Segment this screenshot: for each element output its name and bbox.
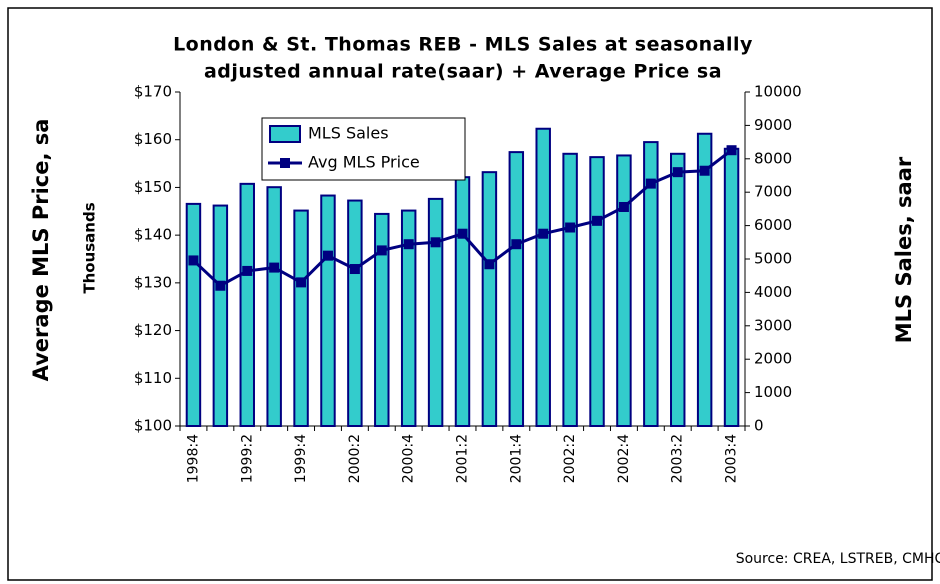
line-marker [538,228,549,239]
bar [347,199,363,427]
line-marker [457,228,468,239]
y-tick-label: $110 [134,369,172,387]
line-marker [645,178,656,189]
legend-swatch [269,125,301,143]
line-marker [376,245,387,256]
line-marker [565,222,576,233]
y-tick-label: $140 [134,226,172,244]
x-tick-label: 1998:4 [185,434,201,483]
line-marker [618,201,629,212]
bar [374,212,390,427]
legend-label: MLS Sales [308,124,389,143]
x-tick-label: 2000:4 [401,434,417,483]
y2-tick-label: 8000 [754,149,792,167]
x-tick-label: 2000:2 [347,434,363,483]
x-tick-label: 2003:4 [724,434,740,483]
bar [293,209,309,427]
line-marker [188,255,199,266]
line-marker [672,167,683,178]
bar [643,141,659,427]
line-marker [242,265,253,276]
bar [723,147,740,427]
source-note: Source: CREA, LSTREB, CMHC [736,551,940,567]
bar [562,152,578,427]
bar [696,132,713,427]
line-marker [592,215,603,226]
bar [589,156,605,427]
bar [212,204,229,427]
y-tick-label: $100 [134,417,172,435]
x-tick-label: 1999:2 [239,434,255,483]
bar [239,182,255,427]
line-marker [430,237,441,248]
x-tick-label: 1999:4 [293,434,309,483]
chart-title: adjusted annual rate(saar) + Average Pri… [204,61,722,83]
line-marker [296,277,307,288]
bar [454,176,471,427]
line-marker [699,165,710,176]
y2-tick-label: 4000 [754,283,792,301]
y-tick-label: $130 [134,273,172,291]
y2-axis-label: MLS Sales, saar [892,156,916,343]
x-tick-label: 2003:2 [670,434,686,483]
line-marker [269,262,280,273]
y-unit-label: Thousands [81,202,99,293]
y2-tick-label: 0 [754,417,764,435]
legend-swatch [280,158,290,168]
line-marker [322,250,333,261]
y-tick-label: $170 [134,83,172,101]
bar [670,152,686,427]
x-tick-label: 2002:2 [562,434,578,483]
bar [400,209,417,427]
y2-tick-label: 6000 [754,216,792,234]
y-axis-label: Average MLS Price, sa [29,119,53,382]
line-marker [726,145,737,156]
y2-tick-label: 9000 [754,116,792,134]
y-tick-label: $120 [134,321,172,339]
bar [266,186,282,427]
y-tick-label: $160 [134,130,172,148]
bar [481,171,498,427]
bar [185,202,202,427]
bar [427,197,444,427]
y2-tick-label: 5000 [754,250,792,268]
line-marker [215,280,226,291]
y2-tick-label: 3000 [754,316,792,334]
line-marker [511,239,522,250]
y2-tick-label: 2000 [754,350,792,368]
y-tick-label: $150 [134,178,172,196]
bar [535,127,551,428]
bar [616,154,632,428]
line-marker [403,239,414,250]
y2-tick-label: 1000 [754,383,792,401]
y2-tick-label: 10000 [754,83,802,101]
line-marker [484,259,495,270]
x-tick-label: 2002:4 [616,434,632,483]
bar [508,151,525,427]
line-marker [349,264,360,275]
x-tick-label: 2001:2 [455,434,471,483]
legend-label: Avg MLS Price [308,153,420,172]
chart-title: London & St. Thomas REB - MLS Sales at s… [173,34,753,56]
y2-tick-label: 7000 [754,183,792,201]
bar [320,194,336,427]
x-tick-label: 2001:4 [508,434,524,483]
